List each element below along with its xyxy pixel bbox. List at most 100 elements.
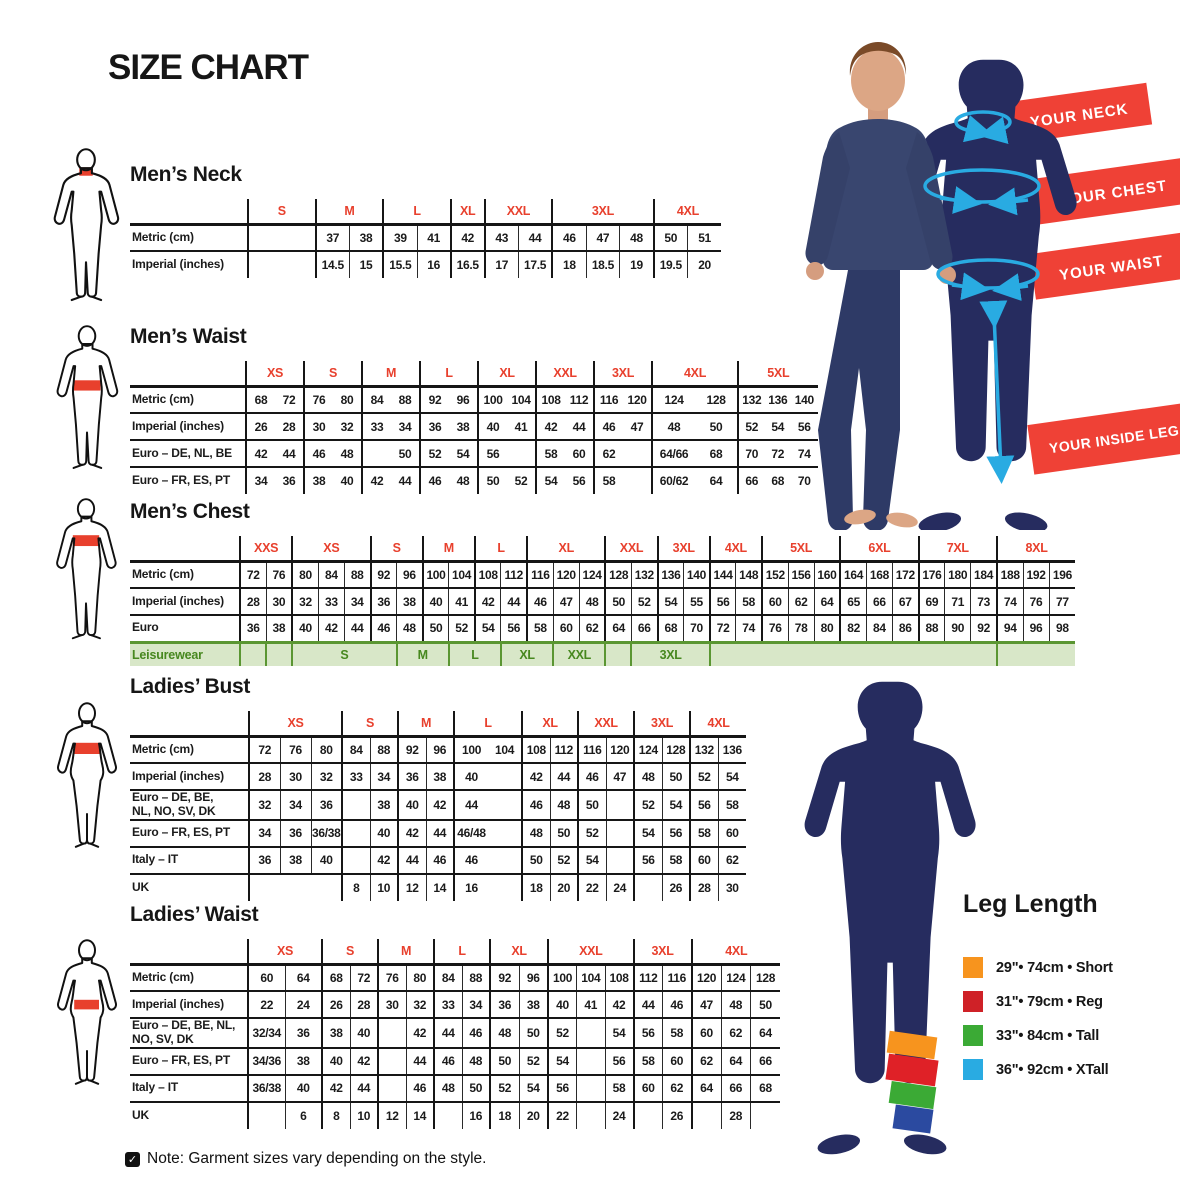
- table-cell: 36/38: [247, 1073, 285, 1102]
- table-cell: 58: [735, 587, 762, 615]
- row-label: [130, 199, 249, 226]
- table-cell: 17.5: [517, 250, 553, 278]
- table-cell: 48: [433, 1073, 463, 1102]
- table-cell: 71: [944, 587, 971, 615]
- size-header: XXL: [604, 536, 658, 563]
- table-cell: [488, 818, 523, 847]
- table-cell: 80: [813, 614, 841, 642]
- table-cell: 40: [453, 762, 489, 790]
- leg-length-label: 36"• 92cm • XTall: [996, 1061, 1109, 1078]
- table-cell: 20: [518, 1100, 549, 1129]
- table-cell: 44: [632, 990, 663, 1018]
- section-mens-waist: Men’s Waist XS S M L XL XXL 3XL 4XL 5XL Metric (cm…: [130, 325, 818, 494]
- table-cell: [488, 762, 523, 790]
- table-cell: 148: [735, 560, 762, 588]
- size-header: 3XL: [551, 199, 654, 226]
- table-cell: 26: [321, 990, 351, 1018]
- table-cell: 52: [507, 466, 537, 494]
- size-header: 3XL: [656, 536, 710, 563]
- table-cell: 42: [397, 818, 427, 847]
- table-cell: 16: [416, 250, 451, 278]
- table-cell: 70: [791, 466, 818, 494]
- table-cell: 54: [717, 762, 747, 790]
- table-cell: 38: [425, 762, 455, 790]
- table-cell: 10: [369, 872, 399, 901]
- table-cell: 54: [604, 1017, 634, 1048]
- table-cell: [576, 1073, 606, 1102]
- size-header: L: [382, 199, 451, 226]
- table-cell: 112: [565, 385, 595, 413]
- table-cell: 24: [284, 990, 323, 1018]
- table-cell: 66: [737, 466, 765, 494]
- table-cell: 44: [500, 587, 528, 615]
- table-cell: 64: [690, 1073, 722, 1102]
- inside-leg-arrow: [979, 300, 1015, 484]
- table-cell: 112: [632, 963, 663, 991]
- table-cell: 44: [349, 1073, 379, 1102]
- table-cell: 68: [656, 614, 684, 642]
- size-header: S: [341, 711, 399, 738]
- size-header: XL: [521, 711, 579, 738]
- table-cell: 56: [604, 1046, 634, 1075]
- table-cell: 12: [397, 872, 427, 901]
- table-cell: 168: [865, 560, 893, 588]
- size-header: XXL: [577, 711, 635, 738]
- table-cell: [247, 872, 343, 901]
- row-label: Imperial (inches): [130, 587, 241, 615]
- table-cell: [341, 845, 371, 874]
- table-cell: 56: [477, 439, 508, 467]
- table-cell: 188: [995, 560, 1023, 588]
- table-cell: 140: [791, 385, 818, 413]
- size-header: M: [361, 361, 421, 388]
- color-swatch-icon: [963, 957, 983, 978]
- table-cell: 56: [565, 466, 595, 494]
- row-label: Euro – FR, ES, PT: [130, 466, 247, 494]
- size-header: XS: [246, 939, 323, 966]
- table-cell: 84: [433, 963, 463, 991]
- table-cell: 36: [238, 614, 267, 642]
- size-table-ladies-waist: XS S M L XL XXL 3XL 4XL Metric (cm) 60 64 68 72 76 80 8…: [130, 939, 781, 1129]
- table-cell: 34: [279, 789, 311, 820]
- table-cell: [488, 789, 523, 820]
- table-cell: 100: [453, 735, 489, 763]
- table-cell: 64: [604, 614, 632, 642]
- table-cell: 48: [633, 762, 663, 790]
- table-cell: 64: [695, 466, 739, 494]
- row-label: [130, 711, 250, 738]
- table-cell: 96: [396, 560, 423, 588]
- table-cell: 42: [321, 1073, 351, 1102]
- table-cell: 46: [405, 1073, 435, 1102]
- section-mens-neck: Men’s Neck S M L XL XXL 3XL 4XL Metric (cm) 37 38 3…: [130, 163, 722, 278]
- table-cell: 52: [419, 439, 450, 467]
- table-cell: 15: [348, 250, 384, 278]
- table-cell: 54: [656, 587, 684, 615]
- table-cell: 128: [695, 385, 739, 413]
- table-cell: 47: [623, 412, 653, 440]
- row-label: Italy – IT: [130, 1073, 249, 1102]
- table-cell: 16: [453, 872, 489, 901]
- table-cell: 48: [720, 990, 751, 1018]
- table-cell: 6: [284, 1100, 323, 1129]
- table-cell: 196: [1048, 560, 1076, 588]
- table-cell: 82: [839, 614, 867, 642]
- table-cell: [605, 818, 635, 847]
- table-cell: 144: [708, 560, 736, 588]
- table-cell: 44: [453, 789, 489, 820]
- table-cell: 58: [689, 818, 719, 847]
- table-cell: 42: [535, 412, 566, 440]
- table-cell: 66: [630, 614, 658, 642]
- table-cell: 28: [720, 1100, 751, 1129]
- table-cell: 96: [1022, 614, 1050, 642]
- table-cell: 64: [750, 1017, 781, 1048]
- table-cell: 58: [632, 1046, 663, 1075]
- table-cell: 32: [333, 412, 363, 440]
- table-cell: 56: [661, 818, 691, 847]
- table-cell: 48: [578, 587, 606, 615]
- table-cell: 54: [547, 1046, 577, 1075]
- size-header: S: [247, 199, 316, 226]
- table-cell: 72: [764, 439, 792, 467]
- table-cell: 68: [245, 385, 275, 413]
- checkbox-icon: ✓: [125, 1151, 140, 1167]
- table-cell: 124: [651, 385, 696, 413]
- table-cell: 33: [317, 587, 345, 615]
